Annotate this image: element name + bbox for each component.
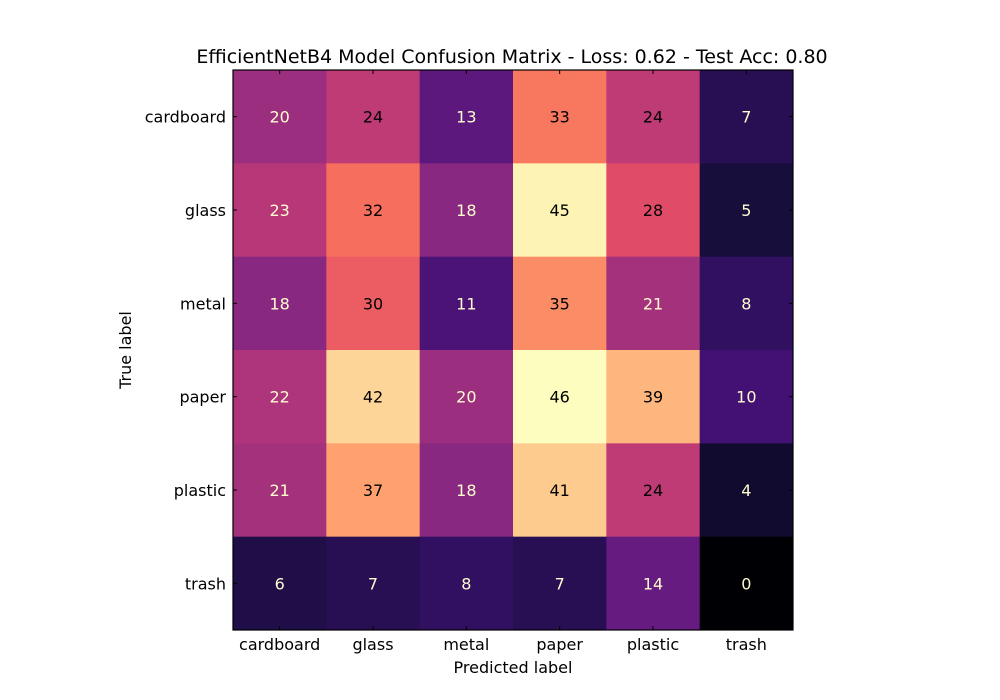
cell-value-label: 39	[643, 388, 663, 407]
heatmap-cell	[233, 163, 327, 258]
cell-value-label: 28	[643, 201, 663, 220]
cell-value-label: 24	[363, 108, 383, 127]
heatmap-cell	[233, 70, 327, 164]
cell-value-label: 30	[363, 294, 383, 313]
x-tick-label: glass	[352, 635, 393, 654]
cell-value-label: 11	[456, 294, 476, 313]
cell-value-label: 33	[549, 108, 569, 127]
cell-value-label: 0	[741, 574, 751, 593]
heatmap-cell	[233, 256, 327, 351]
heatmap-cells: 20 24 13 33 24 7 23 32 18 45 28 5 18 30 11 35 21 8 22 42 20 4…	[233, 70, 794, 631]
heatmap-cell	[419, 163, 514, 258]
heatmap-cell	[699, 350, 794, 444]
y-tick-label: glass	[185, 201, 226, 220]
cell-value-label: 35	[549, 294, 569, 313]
heatmap-cell	[419, 350, 514, 444]
cell-value-label: 13	[456, 108, 476, 127]
cell-value-label: 37	[363, 481, 383, 500]
cell-value-label: 8	[741, 294, 751, 313]
cell-value-label: 20	[269, 108, 289, 127]
cell-value-label: 24	[643, 108, 663, 127]
heatmap-cell	[326, 163, 421, 258]
plot-frame	[232, 69, 794, 631]
cell-value-label: 46	[549, 388, 569, 407]
heatmap-cell	[419, 70, 514, 164]
cell-value-label: 42	[363, 388, 383, 407]
cell-value-label: 21	[643, 294, 663, 313]
y-tick-label: trash	[185, 574, 226, 593]
heatmap-cell	[513, 443, 607, 538]
cell-value-label: 6	[275, 574, 285, 593]
cell-value-label: 18	[456, 201, 476, 220]
heatmap-cell	[326, 350, 421, 444]
heatmap-cell	[326, 443, 421, 538]
x-tick-label: metal	[443, 635, 489, 654]
x-tick-label: paper	[536, 635, 583, 654]
cell-value-label: 8	[461, 574, 471, 593]
y-tick-label: plastic	[174, 481, 226, 500]
heatmap-cell	[513, 256, 607, 351]
cell-value-label: 4	[741, 481, 751, 500]
heatmap-cell	[606, 443, 701, 538]
x-tick-label: plastic	[627, 635, 679, 654]
heatmap-cell	[699, 256, 794, 351]
x-axis-label: Predicted label	[454, 658, 573, 677]
cell-value-label: 18	[456, 481, 476, 500]
cell-value-label: 32	[363, 201, 383, 220]
heatmap-cell	[606, 256, 701, 351]
heatmap-cell	[513, 163, 607, 258]
cell-value-label: 45	[549, 201, 569, 220]
cell-value-label: 7	[368, 574, 378, 593]
cell-value-label: 21	[269, 481, 289, 500]
heatmap-cell	[233, 443, 327, 538]
heatmap-cell	[699, 536, 794, 631]
heatmap-cell	[699, 163, 794, 258]
cell-value-label: 41	[549, 481, 569, 500]
cell-value-label: 7	[555, 574, 565, 593]
heatmap-cell	[326, 536, 421, 631]
heatmap-cell	[699, 70, 794, 164]
cell-value-label: 7	[741, 108, 751, 127]
y-axis-label: True label	[116, 311, 135, 390]
x-tick-label: trash	[726, 635, 767, 654]
heatmap-cell	[513, 350, 607, 444]
cell-value-label: 18	[269, 294, 289, 313]
y-tick-label: paper	[179, 388, 226, 407]
heatmap-cell	[419, 536, 514, 631]
heatmap-cell	[606, 70, 701, 164]
y-tick-label: metal	[180, 294, 226, 313]
cell-value-label: 24	[643, 481, 663, 500]
heatmap-cell	[606, 350, 701, 444]
heatmap-cell	[699, 443, 794, 538]
cell-value-label: 10	[736, 388, 756, 407]
heatmap-cell	[606, 536, 701, 631]
x-tick-label: cardboard	[239, 635, 320, 654]
heatmap-cell	[326, 256, 421, 351]
heatmap-cell	[326, 70, 421, 164]
cell-value-label: 22	[269, 388, 289, 407]
heatmap-cell	[233, 536, 327, 631]
cell-value-label: 5	[741, 201, 751, 220]
heatmap-cell	[419, 256, 514, 351]
heatmap-cell	[513, 70, 607, 164]
heatmap-cell	[606, 163, 701, 258]
chart-title: EfficientNetB4 Model Confusion Matrix - …	[196, 46, 827, 68]
cell-value-label: 20	[456, 388, 476, 407]
heatmap-cell	[419, 443, 514, 538]
heatmap-cell	[513, 536, 607, 631]
y-tick-label: cardboard	[145, 108, 226, 127]
axis-ticks: cardboard glass metal paper plastic trash card…	[145, 70, 793, 654]
cell-value-label: 14	[643, 574, 663, 593]
cell-value-label: 23	[269, 201, 289, 220]
heatmap-cell	[233, 350, 327, 444]
